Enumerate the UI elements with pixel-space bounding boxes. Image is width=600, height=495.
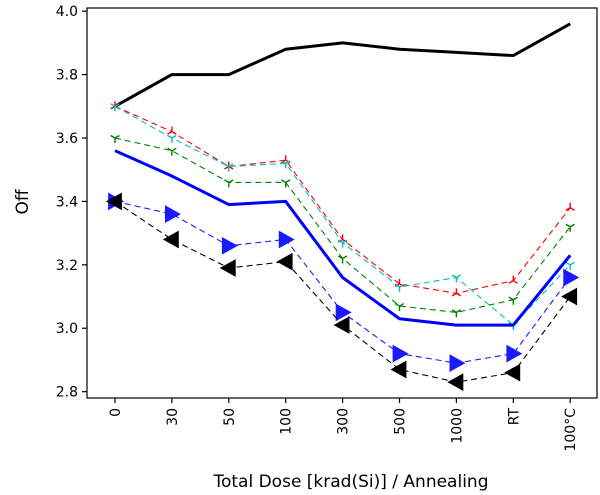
series-6-line <box>114 200 571 364</box>
series-4-point-3 <box>224 179 234 188</box>
x-tick-label-2: 30 <box>165 408 181 426</box>
series-4-point-6 <box>394 302 405 312</box>
x-tick-label-4: 100 <box>279 408 295 435</box>
series-7-point-4 <box>276 252 293 271</box>
series-2-line <box>114 105 571 294</box>
x-axis-label: Total Dose [krad(Si)] / Annealing <box>212 472 488 492</box>
series-7-point-7 <box>447 373 464 391</box>
series-6-point-3 <box>221 236 238 255</box>
series-6-point-4 <box>278 230 295 249</box>
series-6-point-8 <box>506 344 523 363</box>
series-6-point-5 <box>335 303 352 322</box>
y-tick-label-6: 3.8 <box>56 68 78 84</box>
series-2-point-9 <box>565 202 575 211</box>
series-4-point-2 <box>167 147 177 156</box>
x-tick-label-7: 1000 <box>449 408 465 444</box>
y-tick-label-5: 3.6 <box>56 131 78 147</box>
series-4-point-9 <box>565 223 575 232</box>
x-tick-label-6: 500 <box>393 408 409 435</box>
series-3-point-4 <box>281 160 291 169</box>
y-tick-label-1: 2.8 <box>56 385 78 401</box>
x-tick-label-8: RT <box>506 408 522 426</box>
series-4-point-4 <box>281 179 291 188</box>
y-tick-label-2: 3.0 <box>56 321 78 337</box>
series-3-point-6 <box>394 283 405 293</box>
series-7-point-8 <box>504 363 521 382</box>
series-7-point-6 <box>390 360 407 379</box>
x-tick-label-5: 300 <box>336 408 352 435</box>
series-7-point-2 <box>162 230 179 249</box>
y-tick-label-7: 4.0 <box>56 4 78 20</box>
series-7-point-5 <box>333 316 350 334</box>
series-3-point-1 <box>110 103 120 112</box>
series-4-point-8 <box>508 296 518 305</box>
series-6-point-6 <box>392 344 409 363</box>
series-4-point-7 <box>451 309 462 318</box>
series-3-point-3 <box>224 163 234 172</box>
plot-frame <box>86 7 598 399</box>
series-7-line <box>114 200 571 383</box>
series-3-point-9 <box>565 261 575 270</box>
series-4-point-5 <box>337 255 348 264</box>
y-tick-label-4: 3.4 <box>56 194 78 210</box>
series-2-point-3 <box>224 161 234 170</box>
y-axis-label: Off <box>13 188 33 214</box>
series-2-point-2 <box>167 126 177 135</box>
series-4-point-1 <box>110 134 120 143</box>
series-7-point-9 <box>561 287 578 306</box>
series-6-point-7 <box>449 354 466 372</box>
series-7-point-3 <box>219 259 236 277</box>
series-7-point-1 <box>105 192 122 211</box>
series-3-point-7 <box>451 274 462 283</box>
x-tick-label-9: 100°C <box>563 408 579 452</box>
plot-layer <box>105 22 580 391</box>
series-6-point-9 <box>563 268 580 287</box>
series-2-point-8 <box>508 275 518 284</box>
series-3-point-5 <box>337 239 348 248</box>
series-5-line <box>114 149 572 327</box>
series-1-line <box>114 22 571 108</box>
x-tick-label-1: 0 <box>108 408 124 417</box>
axes-layer: 2.8 3.0 3.2 3.4 3.6 3.8 4.0 0 30 50 100 300 500 1000 R… <box>56 4 598 452</box>
x-tick-label-3: 50 <box>222 408 238 426</box>
series-6-point-2 <box>165 205 181 223</box>
series-2-point-7 <box>451 288 462 297</box>
series-4-line <box>114 137 571 313</box>
y-tick-label-3: 3.2 <box>56 258 78 274</box>
series-3-point-2 <box>167 134 177 143</box>
